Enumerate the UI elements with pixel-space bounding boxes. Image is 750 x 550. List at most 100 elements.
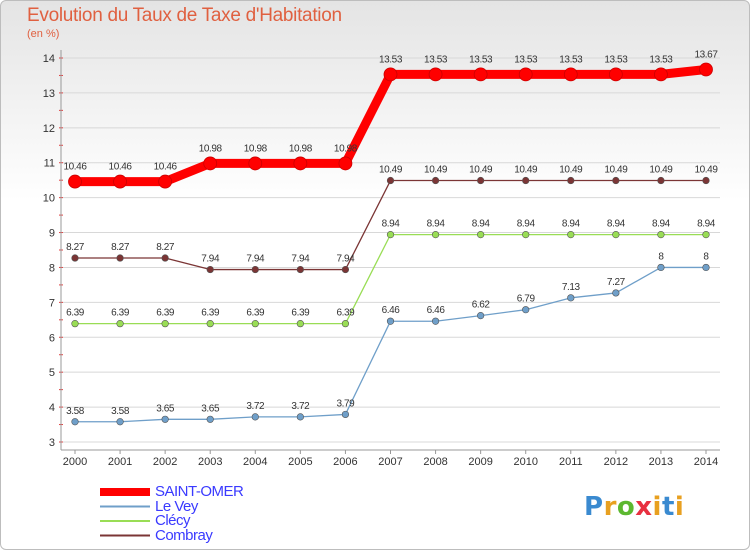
- data-label: 6.39: [66, 308, 85, 319]
- data-label: 10.98: [244, 143, 268, 154]
- x-tick-label: 2004: [243, 456, 267, 468]
- x-tick-label: 2006: [333, 456, 357, 468]
- data-label: 10.49: [379, 165, 403, 176]
- data-label: 7.94: [246, 254, 265, 265]
- y-tick-label: 12: [43, 123, 55, 135]
- data-label: 13.53: [469, 54, 493, 65]
- x-tick-label: 2008: [423, 456, 447, 468]
- data-label: 3.72: [246, 401, 265, 412]
- data-point: [338, 156, 353, 171]
- data-label: 8.27: [156, 242, 175, 253]
- data-label: 13.53: [514, 54, 538, 65]
- data-point: [702, 176, 710, 185]
- data-point: [518, 67, 533, 82]
- data-point: [612, 289, 620, 297]
- data-label: 13.53: [649, 54, 673, 65]
- logo-letter: r: [603, 492, 617, 522]
- data-label: 13.53: [604, 54, 628, 65]
- logo-letter: t: [661, 492, 675, 522]
- logo-letter: P: [584, 492, 604, 522]
- data-point: [386, 231, 395, 239]
- grid: [62, 57, 720, 443]
- legend-label: Combray: [155, 526, 213, 544]
- logo-letter: i: [652, 492, 662, 522]
- x-tick-label: 2000: [63, 456, 87, 468]
- data-point: [116, 418, 124, 426]
- data-point: [206, 415, 214, 423]
- data-label: 8.94: [472, 219, 491, 230]
- data-label: 6.39: [156, 308, 175, 319]
- data-point: [477, 312, 485, 320]
- data-label: 6.39: [246, 308, 265, 319]
- data-point: [608, 67, 623, 82]
- data-label: 6.46: [382, 305, 401, 316]
- logo-letter: x: [635, 492, 653, 522]
- x-tick-label: 2013: [649, 456, 673, 468]
- data-point: [251, 320, 259, 328]
- data-label: 3.65: [156, 403, 175, 414]
- data-point: [161, 320, 169, 328]
- x-tick-label: 2010: [513, 456, 537, 468]
- data-label: 10.49: [424, 165, 448, 176]
- data-label: 7.94: [201, 254, 220, 265]
- data-point: [657, 176, 665, 185]
- data-label: 10.49: [559, 165, 583, 176]
- legend-label: Le Vey: [155, 497, 198, 515]
- x-tick-label: 2007: [378, 456, 402, 468]
- data-point: [428, 67, 443, 82]
- data-point: [522, 306, 530, 314]
- data-point: [113, 174, 127, 189]
- y-tick-label: 11: [44, 158, 55, 170]
- data-point: [71, 320, 79, 328]
- data-point: [567, 294, 575, 302]
- data-point: [383, 67, 398, 82]
- data-point: [296, 413, 304, 421]
- data-point: [657, 263, 665, 272]
- data-point: [71, 254, 79, 262]
- data-point: [612, 231, 620, 239]
- data-point: [563, 67, 578, 82]
- data-label: 6.79: [517, 294, 536, 305]
- data-point: [71, 418, 79, 426]
- logo-letter: o: [616, 492, 636, 522]
- y-tick-label: 10: [43, 193, 55, 205]
- y-tick-label: 6: [49, 332, 55, 344]
- data-label: 10.98: [199, 143, 223, 154]
- y-tick-label: 3: [49, 437, 55, 449]
- legend-label: Clécy: [155, 512, 191, 529]
- data-label: 10.49: [604, 165, 628, 176]
- data-label: 7.27: [607, 277, 626, 288]
- data-point: [431, 231, 440, 239]
- data-label: 8.94: [607, 219, 626, 230]
- data-label: 8.94: [562, 219, 581, 230]
- data-label: 6.46: [427, 305, 446, 316]
- chart-title: Evolution du Taux de Taxe d'Habitation: [27, 5, 342, 26]
- legend-label: SAINT-OMER: [155, 483, 244, 500]
- data-label: 8.94: [382, 219, 401, 230]
- data-point: [116, 320, 124, 328]
- x-tick-label: 2012: [604, 456, 628, 468]
- data-point: [386, 176, 395, 185]
- data-label: 10.46: [63, 162, 87, 173]
- proxiti-logo: Proxiti: [584, 492, 684, 522]
- data-point: [206, 265, 214, 274]
- data-labels: 10.46 10.46 10.46 10.98 10.98 10.98 10.98 13.53…: [63, 50, 718, 417]
- data-point: [68, 174, 82, 189]
- data-point: [473, 67, 488, 82]
- data-label: 10.49: [514, 165, 538, 176]
- data-point: [158, 174, 173, 189]
- data-point: [477, 231, 485, 239]
- data-label: 6.62: [472, 300, 491, 311]
- data-point: [296, 265, 304, 274]
- y-tick-label: 7: [49, 297, 55, 309]
- data-label: 7.94: [336, 254, 355, 265]
- data-point: [654, 67, 668, 82]
- data-label: 10.98: [289, 143, 313, 154]
- data-label: 10.98: [334, 143, 358, 154]
- x-tick-label: 2014: [694, 456, 718, 468]
- data-label: 10.46: [109, 162, 133, 173]
- x-tick-label: 2009: [468, 456, 492, 468]
- data-label: 10.46: [154, 162, 178, 173]
